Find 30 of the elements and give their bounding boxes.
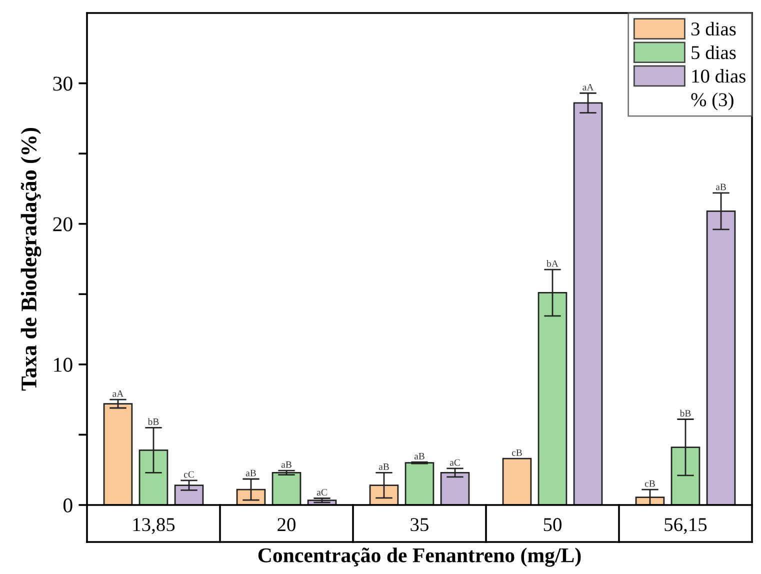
x-tick-label: 50 [544, 518, 562, 532]
data-label: bB [680, 410, 691, 417]
y-tick-label: 10 [54, 358, 72, 372]
data-label: aB [246, 470, 256, 476]
data-label: bA [546, 260, 558, 267]
x-tick-label: 20 [278, 518, 296, 532]
data-label: aB [281, 461, 292, 468]
data-label: aA [582, 84, 594, 90]
data-label: aA [112, 390, 124, 397]
data-label: aC [316, 489, 327, 496]
x-tick-label: 35 [410, 518, 428, 532]
y-tick-label: 20 [53, 217, 72, 232]
data-label: aB [414, 452, 424, 460]
annotation: % (3) [691, 92, 734, 110]
legend-label: 3 dias [691, 22, 736, 36]
x-axis-title: Concentração de Fenantreno (mg/L) [258, 548, 581, 567]
legend-label: 5 dias [692, 45, 736, 60]
x-tick-label: 56,15 [664, 518, 707, 534]
x-tick-label: 13,85 [133, 518, 175, 534]
data-label: bB [148, 418, 159, 426]
y-axis-title: Taxa de Biodegradação (%) [20, 128, 42, 391]
data-label: cB [644, 480, 655, 487]
legend-label: 10 dias [692, 69, 746, 83]
y-tick-label: 30 [53, 76, 72, 91]
data-label: aB [378, 464, 389, 470]
data-label: aC [450, 459, 460, 466]
y-tick-label: 0 [63, 498, 72, 512]
data-label: aB [716, 184, 726, 190]
data-label: cC [184, 471, 194, 478]
data-label: cB [512, 449, 522, 456]
